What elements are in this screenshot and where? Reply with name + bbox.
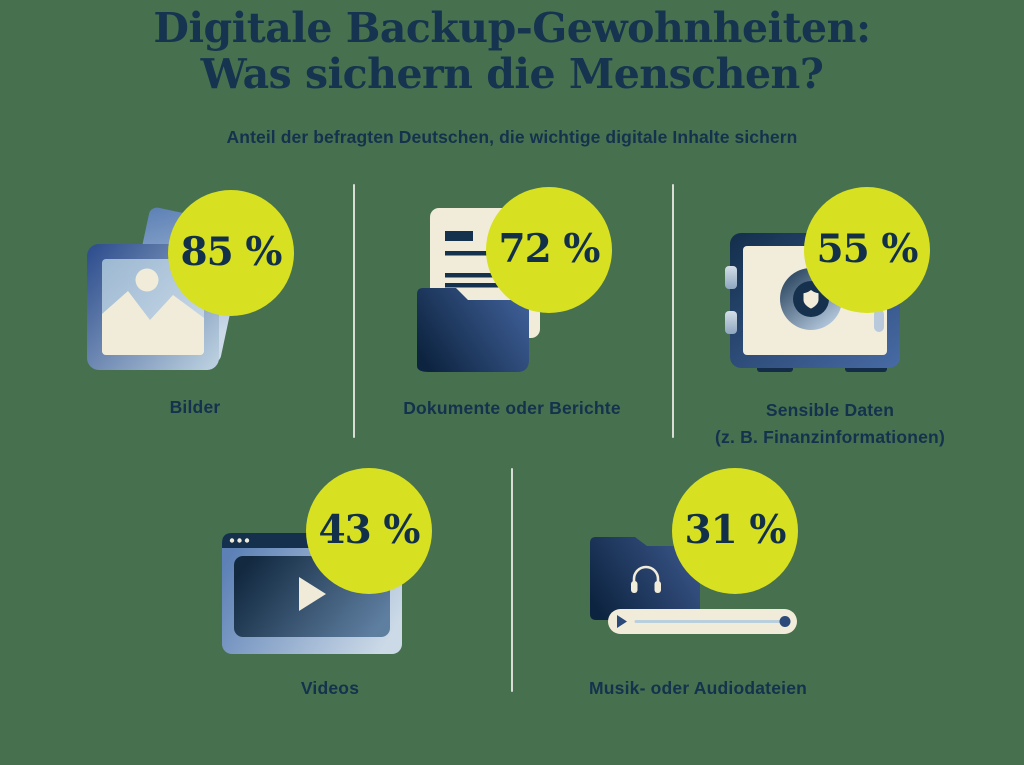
percentage-badge-bilder: 85 % — [168, 190, 294, 316]
percentage-value: 85 % — [180, 229, 283, 275]
percentage-value: 55 % — [816, 226, 919, 272]
item-label-musik: Musik- oder Audiodateien — [588, 678, 808, 698]
percentage-badge-musik: 31 % — [672, 468, 798, 594]
item-label-line2: (z. B. Finanzinformationen) — [715, 427, 945, 447]
percentage-value: 72 % — [498, 226, 601, 272]
divider-line — [511, 468, 513, 692]
percentage-badge-dokumente: 72 % — [486, 187, 612, 313]
item-label-line1: Sensible Daten — [765, 400, 895, 420]
item-label-videos: Videos — [300, 678, 360, 698]
page-subtitle: Anteil der befragten Deutschen, die wich… — [226, 127, 798, 147]
percentage-badge-sensible-daten: 55 % — [804, 187, 930, 313]
divider-line — [353, 184, 355, 438]
percentage-value: 43 % — [318, 507, 421, 553]
audio-folder-icon — [590, 537, 797, 634]
item-label-dokumente: Dokumente oder Berichte — [403, 398, 621, 418]
item-label-bilder: Bilder — [169, 397, 221, 417]
item-label-sensible-daten: Sensible Daten (z. B. Finanzinformatione… — [680, 397, 980, 451]
percentage-value: 31 % — [684, 507, 787, 553]
percentage-badge-videos: 43 % — [306, 468, 432, 594]
divider-line — [672, 184, 674, 438]
page-title: Digitale Backup-Gewohnheiten: Was sicher… — [0, 5, 1024, 97]
page-title-line1: Digitale Backup-Gewohnheiten: — [153, 4, 871, 52]
page-title-line2: Was sichern die Menschen? — [200, 50, 824, 98]
